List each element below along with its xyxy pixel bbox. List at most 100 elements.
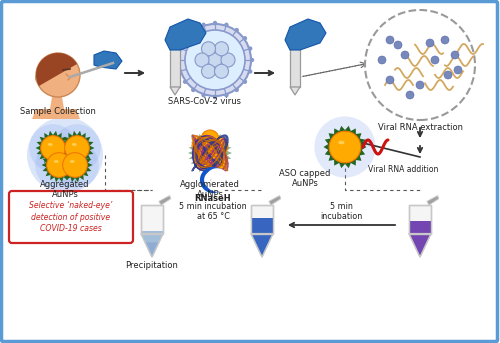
Text: Aggregated
AuNPs: Aggregated AuNPs [40,180,90,199]
Circle shape [431,56,439,64]
Circle shape [202,23,206,27]
Circle shape [201,130,219,148]
Polygon shape [165,19,206,50]
Circle shape [210,137,228,155]
Text: 5 min
incubation: 5 min incubation [320,202,362,221]
Text: Viral RNA extraction: Viral RNA extraction [378,123,462,132]
Circle shape [386,36,394,44]
Polygon shape [188,131,232,175]
Circle shape [201,144,219,162]
Polygon shape [251,234,273,257]
Polygon shape [60,131,94,165]
Wedge shape [36,53,77,86]
Circle shape [441,36,449,44]
Circle shape [386,76,394,84]
Circle shape [195,53,209,67]
Polygon shape [427,196,438,205]
Ellipse shape [36,73,43,83]
Circle shape [202,42,215,56]
Circle shape [179,24,251,96]
Circle shape [36,53,80,97]
Circle shape [378,56,386,64]
Circle shape [176,58,180,62]
Circle shape [185,30,245,90]
Circle shape [62,153,88,177]
Text: RNaseH: RNaseH [194,194,232,203]
Polygon shape [251,218,273,234]
Circle shape [365,10,475,120]
Ellipse shape [72,143,76,146]
Polygon shape [409,205,431,234]
Circle shape [214,64,228,78]
Text: Agglomerated
AuNPs: Agglomerated AuNPs [180,180,240,199]
FancyBboxPatch shape [9,191,133,243]
Circle shape [35,141,83,189]
Circle shape [224,23,228,27]
Polygon shape [290,87,300,95]
Polygon shape [409,234,431,257]
Text: Viral RNA addition: Viral RNA addition [368,165,438,174]
Circle shape [221,53,235,67]
Polygon shape [141,231,163,234]
Circle shape [46,153,72,177]
Polygon shape [159,196,170,205]
Polygon shape [269,196,280,205]
Circle shape [242,80,247,84]
Circle shape [191,28,196,32]
Polygon shape [251,205,273,234]
Circle shape [51,141,99,189]
Circle shape [214,42,228,56]
Circle shape [202,93,206,97]
Text: 5 min incubation
at 65 °C: 5 min incubation at 65 °C [179,202,247,221]
Circle shape [191,88,196,92]
Ellipse shape [70,160,74,163]
Circle shape [208,53,222,67]
Circle shape [178,69,182,74]
Circle shape [406,91,414,99]
Polygon shape [141,234,163,257]
Circle shape [224,93,228,97]
Polygon shape [50,97,64,109]
Text: SARS-CoV-2 virus: SARS-CoV-2 virus [168,97,242,106]
Polygon shape [324,126,366,168]
Circle shape [213,95,217,99]
Circle shape [27,117,103,193]
Polygon shape [251,234,273,257]
Polygon shape [94,51,122,69]
Circle shape [416,81,424,89]
Circle shape [314,116,376,178]
Circle shape [53,124,101,172]
Polygon shape [36,131,70,165]
Text: Selective ‘naked-eye’
detection of positive
COVID-19 cases: Selective ‘naked-eye’ detection of posit… [30,201,112,233]
Text: Precipitation: Precipitation [126,261,178,270]
Circle shape [209,152,227,170]
Circle shape [250,58,254,62]
Circle shape [213,21,217,25]
Circle shape [444,71,452,79]
Text: ASO capped
AuNPs: ASO capped AuNPs [280,169,330,188]
Circle shape [202,64,215,78]
Polygon shape [285,19,326,50]
Circle shape [451,51,459,59]
Circle shape [248,69,252,74]
Circle shape [234,28,239,32]
Polygon shape [409,221,431,234]
Ellipse shape [48,143,52,146]
Polygon shape [409,234,431,257]
Ellipse shape [54,160,58,163]
Circle shape [192,137,210,155]
Circle shape [29,124,77,172]
Text: Sample Collection: Sample Collection [20,107,96,116]
Polygon shape [42,148,76,182]
Circle shape [234,88,239,92]
Ellipse shape [338,141,344,144]
Polygon shape [141,234,163,257]
Polygon shape [170,45,180,87]
Polygon shape [141,205,163,234]
Circle shape [183,36,188,40]
Circle shape [426,39,434,47]
Circle shape [394,41,402,49]
Polygon shape [170,87,180,95]
Polygon shape [145,243,159,257]
Circle shape [454,66,462,74]
